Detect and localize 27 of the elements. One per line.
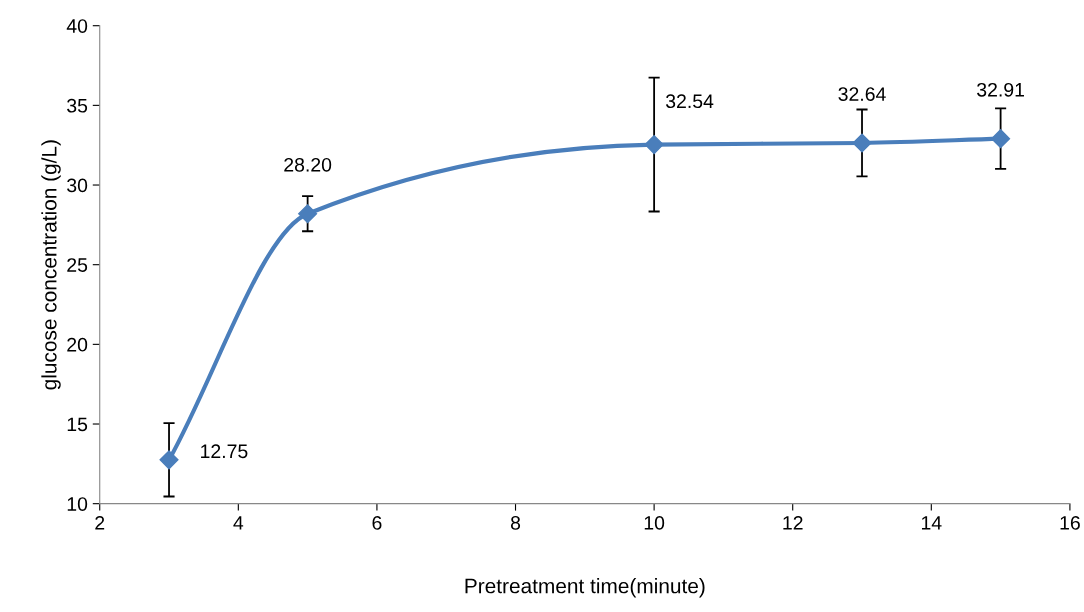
x-tick-label: 12 xyxy=(783,515,803,530)
point xyxy=(298,204,318,224)
data-label: 32.91 xyxy=(977,82,1024,97)
point xyxy=(852,133,872,153)
y-tick-label: 10 xyxy=(67,497,88,511)
x-tick-label: 2 xyxy=(95,515,105,530)
y-tick-label: 20 xyxy=(67,337,88,352)
x-tick-label: 6 xyxy=(372,515,382,530)
x-tick-label: 10 xyxy=(644,515,665,530)
y-tick-label: 30 xyxy=(67,178,88,193)
point xyxy=(991,129,1011,149)
data-label: 32.54 xyxy=(665,94,714,109)
point xyxy=(159,450,179,470)
y-axis-title: glucose concentration (g/L) xyxy=(41,140,61,390)
y-tick-label: 40 xyxy=(66,19,88,33)
x-tick-label: 4 xyxy=(233,516,244,530)
x-tick-label: 16 xyxy=(1060,515,1080,530)
y-tick-label: 35 xyxy=(67,98,88,113)
y-tick-label: 25 xyxy=(67,258,88,272)
y-tick-label: 15 xyxy=(67,417,88,432)
data-label: 32.64 xyxy=(838,87,886,101)
x-tick-label: 14 xyxy=(921,516,942,530)
x-tick-label: 8 xyxy=(510,515,521,530)
point xyxy=(644,135,664,155)
data-label: 12.75 xyxy=(201,444,248,459)
data-label: 28.20 xyxy=(284,157,332,172)
x-axis-title: Pretreatment time(minute) xyxy=(465,578,705,598)
